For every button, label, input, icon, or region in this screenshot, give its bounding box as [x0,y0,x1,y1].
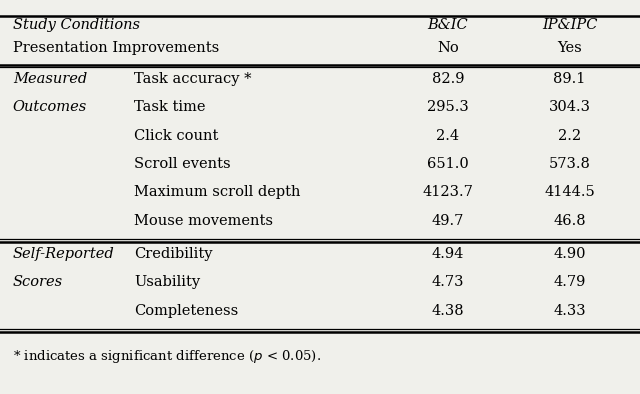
Text: Scroll events: Scroll events [134,157,231,171]
Text: No: No [437,41,459,55]
Text: Maximum scroll depth: Maximum scroll depth [134,185,301,199]
Text: Task time: Task time [134,100,206,114]
Text: 4144.5: 4144.5 [544,185,595,199]
Text: 304.3: 304.3 [548,100,591,114]
Text: Self-Reported: Self-Reported [13,247,115,261]
Text: Outcomes: Outcomes [13,100,87,114]
Text: 295.3: 295.3 [427,100,469,114]
Text: 4123.7: 4123.7 [422,185,474,199]
Text: Mouse movements: Mouse movements [134,214,273,228]
Text: Credibility: Credibility [134,247,213,261]
Text: Yes: Yes [557,41,582,55]
Text: Usability: Usability [134,275,200,290]
Text: 4.90: 4.90 [554,247,586,261]
Text: 82.9: 82.9 [432,72,464,86]
Text: 49.7: 49.7 [432,214,464,228]
Text: Measured: Measured [13,72,87,86]
Text: 4.79: 4.79 [554,275,586,290]
Text: 46.8: 46.8 [554,214,586,228]
Text: 4.73: 4.73 [432,275,464,290]
Text: 4.38: 4.38 [432,304,464,318]
Text: Click count: Click count [134,128,219,143]
Text: 4.33: 4.33 [554,304,586,318]
Text: Study Conditions: Study Conditions [13,18,140,32]
Text: Presentation Improvements: Presentation Improvements [13,41,219,55]
Text: IP&IPC: IP&IPC [542,18,597,32]
Text: * indicates a significant difference ($p$ < 0.05).: * indicates a significant difference ($p… [13,348,321,365]
Text: 2.4: 2.4 [436,128,460,143]
Text: 2.2: 2.2 [558,128,581,143]
Text: Scores: Scores [13,275,63,290]
Text: 573.8: 573.8 [548,157,591,171]
Text: 89.1: 89.1 [554,72,586,86]
Text: Task accuracy *: Task accuracy * [134,72,252,86]
Text: B&IC: B&IC [428,18,468,32]
Text: 651.0: 651.0 [427,157,469,171]
Text: Completeness: Completeness [134,304,239,318]
Text: 4.94: 4.94 [432,247,464,261]
